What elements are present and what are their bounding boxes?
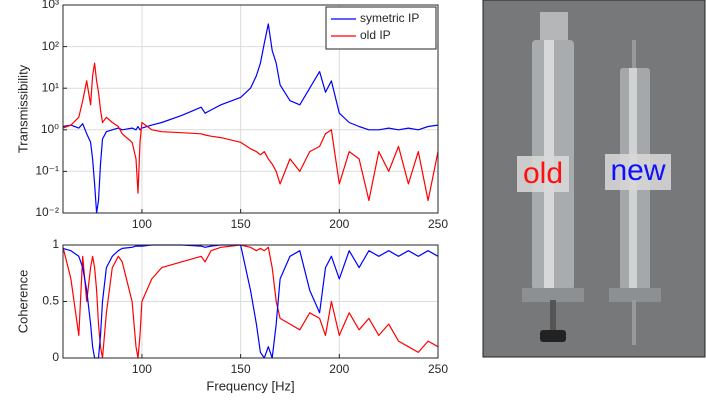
new-rod <box>632 300 636 345</box>
new-rod-top <box>632 40 636 70</box>
y-tick-label: 10² <box>42 39 59 53</box>
old-cap <box>540 12 568 42</box>
photo-label: new <box>610 154 665 187</box>
plot-frame <box>62 4 439 214</box>
photo: old new <box>482 0 706 358</box>
y-tick-label: 0.5 <box>42 294 59 308</box>
data-line <box>62 62 439 202</box>
data-line <box>62 244 439 359</box>
y-tick-label: 0 <box>52 350 59 364</box>
x-tick-label: 250 <box>428 362 448 376</box>
old-rod <box>550 300 556 330</box>
y-axis-label: Transmissibility <box>15 64 30 153</box>
new-flange <box>609 288 661 302</box>
y-tick-label: 10⁰ <box>41 122 59 136</box>
old-flange <box>522 288 584 302</box>
x-tick-label: 200 <box>329 217 349 231</box>
legend-label: old IP <box>360 28 391 42</box>
legend-label: symetric IP <box>360 11 419 25</box>
x-tick-label: 100 <box>132 217 152 231</box>
y-tick-label: 10¹ <box>42 80 59 94</box>
y-tick-label: 10³ <box>42 0 59 11</box>
y-tick-label: 10⁻² <box>35 205 59 219</box>
y-tick-label: 1 <box>52 237 59 251</box>
x-tick-label: 250 <box>428 217 448 231</box>
photo-label: old <box>523 157 563 190</box>
x-tick-label: 150 <box>231 362 251 376</box>
old-label-box <box>517 156 569 192</box>
legend-box <box>325 6 437 50</box>
x-tick-label: 100 <box>132 362 152 376</box>
x-axis-label: Frequency [Hz] <box>206 378 294 393</box>
photo-background <box>483 0 705 357</box>
x-tick-label: 150 <box>231 217 251 231</box>
data-line <box>62 23 439 214</box>
old-knob <box>540 330 566 342</box>
plot-frame <box>62 244 439 359</box>
photo-frame <box>482 0 706 358</box>
y-tick-label: 10⁻¹ <box>35 164 59 178</box>
new-label-box <box>605 154 671 190</box>
x-tick-label: 200 <box>329 362 349 376</box>
y-axis-label: Coherence <box>15 270 30 334</box>
